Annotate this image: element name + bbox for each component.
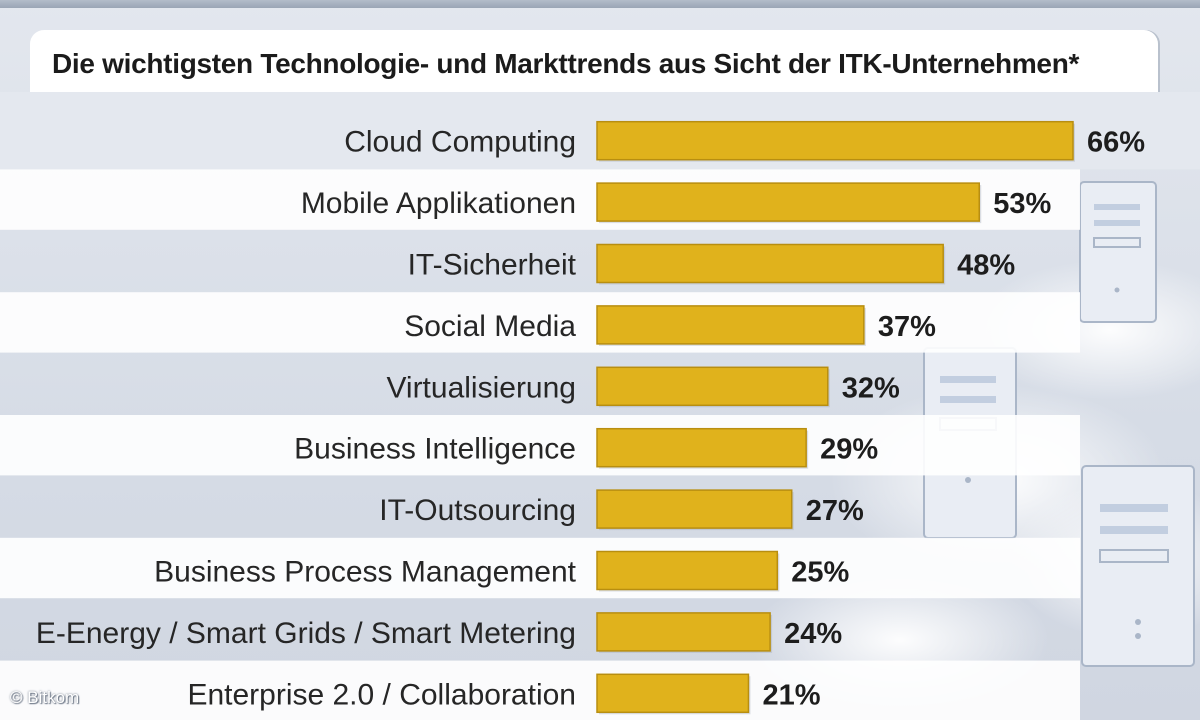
category-label: Business Intelligence — [294, 433, 576, 466]
value-label: 24% — [784, 618, 842, 650]
value-label: 32% — [842, 372, 900, 404]
bar — [596, 182, 980, 222]
bar — [596, 612, 771, 652]
bar — [596, 427, 807, 468]
category-label: E-Energy / Smart Grids / Smart Metering — [36, 617, 576, 650]
category-label: Enterprise 2.0 / Collaboration — [187, 678, 576, 711]
server-icon — [1079, 181, 1157, 323]
category-label: Social Media — [404, 310, 576, 343]
value-label: 27% — [806, 495, 864, 527]
row-band — [0, 660, 1080, 720]
category-label: Cloud Computing — [344, 126, 576, 159]
bar — [596, 120, 1074, 161]
chart-title: Die wichtigsten Technologie- und Markttr… — [52, 48, 1080, 79]
category-label: Virtualisierung — [386, 371, 576, 404]
value-label: 53% — [993, 188, 1051, 220]
row-band — [0, 537, 1080, 599]
value-label: 37% — [878, 311, 936, 343]
top-rule — [0, 0, 1200, 8]
bar — [596, 489, 793, 529]
row-band — [0, 292, 1080, 353]
value-label: 29% — [820, 434, 878, 466]
category-label: IT-Outsourcing — [379, 494, 576, 527]
category-label: Mobile Applikationen — [301, 187, 576, 220]
row-band — [0, 415, 1080, 476]
category-label: IT-Sicherheit — [408, 249, 577, 282]
value-label: 48% — [957, 250, 1015, 282]
bar — [596, 673, 750, 714]
title-panel — [30, 30, 1158, 92]
bar — [596, 550, 779, 591]
bar — [596, 366, 829, 407]
copyright-credit: © Bitkom — [10, 688, 80, 707]
category-label: Business Process Management — [154, 556, 577, 589]
server-icon — [1081, 465, 1195, 667]
bar — [596, 243, 944, 284]
value-label: 21% — [762, 679, 820, 711]
bar — [596, 305, 865, 345]
value-label: 66% — [1087, 127, 1145, 159]
value-label: 25% — [791, 557, 849, 589]
